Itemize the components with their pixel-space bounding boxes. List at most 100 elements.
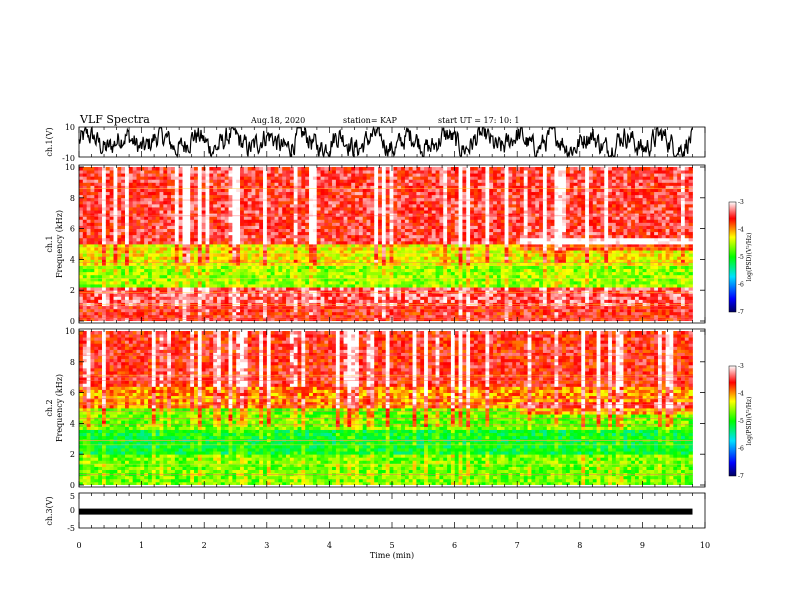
ch1-spectrogram-cell <box>320 305 325 310</box>
ch1-spectrogram-cell <box>358 247 364 251</box>
ch1-spectrogram-cell <box>339 237 344 242</box>
ch1-spectrogram-cell <box>228 167 233 171</box>
ch1-spectrogram-cell <box>167 240 172 245</box>
ch1-spectrogram-cell <box>385 256 390 260</box>
ch1-spectrogram-cell <box>186 250 191 254</box>
ch1-spectrogram-cell <box>427 250 433 254</box>
ch1-spectrogram-cell <box>339 256 344 260</box>
ch1-spectrogram-cell <box>255 268 260 273</box>
ch1-spectrogram-cell <box>385 271 390 276</box>
ch1-spectrogram-cell <box>201 262 206 266</box>
ch1-spectrogram-cell <box>109 170 114 174</box>
ch1-spectrogram-cell <box>232 314 237 319</box>
ch1-spectrogram-cell <box>404 290 410 294</box>
ch1-spectrogram-cell <box>324 225 329 229</box>
ch1-spectrogram-cell <box>266 182 272 186</box>
ch1-spectrogram-cell <box>408 225 413 229</box>
ch1-spectrogram-cell <box>217 256 222 260</box>
ch1-spectrogram-cell <box>186 244 191 248</box>
ch1-spectrogram-cell <box>151 290 157 294</box>
ch1-spectrogram-cell <box>240 176 245 180</box>
ch1-spectrogram-cell <box>266 210 272 214</box>
ch1-spectrogram-cell <box>251 207 256 211</box>
ch1-spectrogram-cell <box>86 250 91 254</box>
ch1-spectrogram-cell <box>144 191 149 196</box>
ch1-spectrogram-cell <box>293 191 298 196</box>
ch1-spectrogram-cell <box>401 280 406 285</box>
ch1-spectrogram-cell <box>113 213 118 217</box>
ch1-spectrogram-cell <box>201 308 206 313</box>
ch1-spectrogram-cell <box>316 234 321 239</box>
ch1-spectrogram-cell <box>259 250 264 254</box>
ch1-spectrogram-cell <box>113 274 118 279</box>
ch1-spectrogram-cell <box>113 296 118 300</box>
ch1-spectrogram-cell <box>443 203 448 208</box>
ch1-spectrogram-cell <box>347 176 352 180</box>
ch1-spectrogram-cell <box>282 188 287 193</box>
ch1-spectrogram-cell <box>240 219 245 223</box>
ch1-spectrogram-cell <box>286 179 291 183</box>
ch1-spectrogram-cell <box>255 250 260 254</box>
ch1-spectrogram-cell <box>270 262 275 266</box>
ch1-spectrogram-cell <box>247 277 252 282</box>
ch1-spectrogram-cell <box>190 253 195 257</box>
ch1-spectrogram-cell <box>332 210 337 214</box>
ch1-spectrogram-cell <box>113 200 118 205</box>
ch1-spectrogram-cell <box>178 268 183 273</box>
ch1-spectrogram-cell <box>450 173 456 177</box>
ch1-spectrogram-cell <box>217 237 222 242</box>
ch1-spectrogram-cell <box>362 284 367 288</box>
ch1-spectrogram-cell <box>312 247 318 251</box>
ch1-spectrogram-cell <box>182 299 187 303</box>
ch1-spectrogram-cell <box>358 182 364 186</box>
ch1-spectrogram-cell <box>381 296 387 300</box>
ch1-spectrogram-cell <box>228 253 233 257</box>
ch1-spectrogram-cell <box>347 167 352 171</box>
ch1-spectrogram-cell <box>178 222 183 226</box>
ch1-spectrogram-cell <box>182 170 187 174</box>
ch1-spectrogram-cell <box>205 271 210 276</box>
ch1-spectrogram-cell <box>424 240 429 245</box>
ch1-spectrogram-cell <box>125 228 130 233</box>
ch1-spectrogram-cell <box>224 203 229 208</box>
ch1-spectrogram-cell <box>424 203 429 208</box>
ch1-spectrogram-cell <box>374 308 379 313</box>
ch1-spectrogram-cell <box>412 280 417 285</box>
ch1-spectrogram-cell <box>416 185 421 189</box>
ch1-spectrogram-cell <box>412 302 417 306</box>
ch1-spectrogram-cell <box>205 305 210 310</box>
ch1-spectrogram-cell <box>450 280 456 285</box>
ch1-spectrogram-cell <box>370 247 375 251</box>
ch1-spectrogram-cell <box>450 293 456 297</box>
ch1-spectrogram-cell <box>209 299 214 303</box>
ch1-spectrogram-cell <box>347 274 352 279</box>
ch1-spectrogram-cell <box>270 268 275 273</box>
ch1-spectrogram-cell <box>305 191 310 196</box>
ch1-spectrogram-cell <box>389 299 394 303</box>
ch1-spectrogram-cell <box>358 240 364 245</box>
ch1-spectrogram-cell <box>151 253 157 257</box>
ch1-spectrogram-cell <box>251 308 256 313</box>
ch1-spectrogram-cell <box>209 277 214 282</box>
ch1-spectrogram-cell <box>128 302 134 306</box>
ch1-spectrogram-cell <box>94 167 99 171</box>
ch1-spectrogram-cell <box>447 240 452 245</box>
ch1-spectrogram-cell <box>378 191 383 196</box>
ch1-spectrogram-cell <box>247 253 252 257</box>
ch1-spectrogram-cell <box>125 213 130 217</box>
ch1-spectrogram-cell <box>197 173 203 177</box>
ch1-spectrogram-cell <box>243 182 249 186</box>
ch1-spectrogram-cell <box>447 265 452 270</box>
ch1-spectrogram-cell <box>389 250 394 254</box>
ch1-spectrogram-cell <box>132 299 137 303</box>
ch1-spectrogram-cell <box>140 170 145 174</box>
ch1-spectrogram-cell <box>397 302 402 306</box>
ch1-spectrogram-cell <box>105 277 111 282</box>
ch1-spectrogram-cell <box>201 256 206 260</box>
ch1-spectrogram-cell <box>174 293 180 297</box>
ch1-spectrogram-cell <box>305 247 310 251</box>
ch1-spectrogram-cell <box>151 200 157 205</box>
ch1-spectrogram-cell <box>324 284 329 288</box>
ch1-spectrogram-cell <box>105 179 111 183</box>
ch1-spectrogram-cell <box>324 287 329 291</box>
